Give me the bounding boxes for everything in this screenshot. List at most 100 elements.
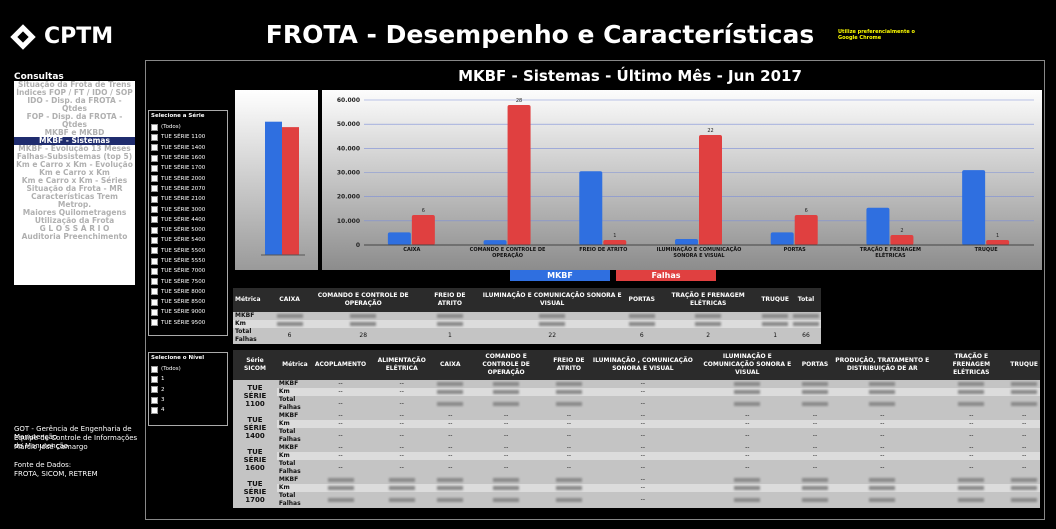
filter-option[interactable]: 4 xyxy=(151,405,225,415)
filter-option[interactable]: (Todos) xyxy=(151,364,225,374)
option-label: TUE SÉRIE 2070 xyxy=(161,185,206,192)
filter-option[interactable]: TUE SÉRIE 4400 xyxy=(151,215,225,225)
checkbox[interactable] xyxy=(151,175,158,183)
checkbox[interactable] xyxy=(151,154,158,162)
filter-option[interactable]: TUE SÉRIE 3000 xyxy=(151,204,225,214)
menu-item[interactable]: FOP - Disp. da FROTA - Qtdes xyxy=(26,112,123,129)
checkbox[interactable] xyxy=(151,164,158,172)
filter-option[interactable]: 3 xyxy=(151,395,225,405)
bar xyxy=(962,170,986,245)
filter-option[interactable]: 2 xyxy=(151,385,225,395)
menu-item[interactable]: MKBF - Sistemas xyxy=(14,137,135,145)
blurred-cell xyxy=(465,380,547,388)
filter-option[interactable]: TUE SÉRIE 9000 xyxy=(151,307,225,317)
option-label: TUE SÉRIE 5400 xyxy=(161,237,206,244)
blurred-cell xyxy=(275,312,305,320)
option-label: TUE SÉRIE 5500 xyxy=(161,247,206,254)
menu-item[interactable]: MKBF e MKBD xyxy=(44,128,105,137)
blurred-value xyxy=(388,497,415,502)
table-row: Km -- xyxy=(233,484,1040,492)
menu-item[interactable]: Utilização da Frota xyxy=(34,216,115,225)
menu-item[interactable]: Km e Carro x Km - Evolução xyxy=(16,160,133,169)
chart-plot: 0 10.000 20.000 30.000 40.000 50.000 60.000 6 28… xyxy=(337,97,1034,249)
checkbox[interactable] xyxy=(151,365,158,373)
checkbox[interactable] xyxy=(151,298,158,306)
menu-item[interactable]: Maiores Quilometragens xyxy=(22,208,127,217)
menu-item[interactable]: Situação da Frota - MR xyxy=(26,184,123,193)
checkbox[interactable] xyxy=(151,133,158,141)
menu-item[interactable]: Índices FOP / FT / IDO / SOP xyxy=(16,88,133,97)
checkbox[interactable] xyxy=(151,195,158,203)
menu-item[interactable]: Características Trem Metrop. xyxy=(31,192,118,209)
filter-option[interactable]: (Todos) xyxy=(151,122,225,132)
table-cell: -- xyxy=(640,400,645,407)
menu-item[interactable]: IDO - Disp. da FROTA - Qtdes xyxy=(27,96,122,113)
menu-item[interactable]: G L O S S Á R I O xyxy=(39,224,110,233)
filter-option[interactable]: TUE SÉRIE 7500 xyxy=(151,276,225,286)
checkbox[interactable] xyxy=(151,278,158,286)
checkbox[interactable] xyxy=(151,257,158,265)
table-cell: -- xyxy=(503,420,509,427)
checkbox[interactable] xyxy=(151,144,158,152)
option-label: TUE SÉRIE 9000 xyxy=(161,309,206,316)
filter-option[interactable]: TUE SÉRIE 9500 xyxy=(151,318,225,328)
blurred-value xyxy=(555,389,582,394)
checkbox[interactable] xyxy=(151,247,158,255)
checkbox[interactable] xyxy=(151,375,158,383)
filter-option[interactable]: TUE SÉRIE 5000 xyxy=(151,225,225,235)
footer-text: Márcio José Camargo xyxy=(14,443,88,451)
blurred-value xyxy=(958,381,985,386)
checkbox[interactable] xyxy=(151,226,158,234)
blurred-value xyxy=(493,477,520,482)
filter-option[interactable]: TUE SÉRIE 8000 xyxy=(151,287,225,297)
checkbox[interactable] xyxy=(151,288,158,296)
menu-item[interactable]: Auditoria Preenchimento xyxy=(21,232,128,241)
filter-option[interactable]: 1 xyxy=(151,374,225,384)
checkbox[interactable] xyxy=(151,308,158,316)
filter-option[interactable]: TUE SÉRIE 2100 xyxy=(151,194,225,204)
filter-option[interactable]: TUE SÉRIE 1700 xyxy=(151,163,225,173)
menu-item[interactable]: MKBF - Evolução 13 Meses xyxy=(18,144,131,153)
filter-option[interactable]: TUE SÉRIE 1600 xyxy=(151,153,225,163)
filter-option[interactable]: TUE SÉRIE 5550 xyxy=(151,256,225,266)
filter-option[interactable]: TUE SÉRIE 2000 xyxy=(151,173,225,183)
option-label: TUE SÉRIE 1400 xyxy=(161,144,206,151)
header-cell: ILUMINAÇÃO , COMUNICAÇÃO SONORA E VISUAL xyxy=(590,350,695,380)
checkbox[interactable] xyxy=(151,396,158,404)
checkbox[interactable] xyxy=(151,236,158,244)
checkbox[interactable] xyxy=(151,206,158,214)
blurred-value xyxy=(958,477,985,482)
filter-option[interactable]: TUE SÉRIE 2070 xyxy=(151,184,225,194)
filter-option[interactable]: TUE SÉRIE 5400 xyxy=(151,235,225,245)
menu-item[interactable]: Km e Carro x Km xyxy=(39,168,110,177)
filter-option[interactable]: TUE SÉRIE 1400 xyxy=(151,143,225,153)
blurred-value xyxy=(539,313,566,318)
menu-item[interactable]: Situação da Frota de Trens xyxy=(18,80,131,89)
blurred-cell xyxy=(435,396,465,412)
table-cell: -- xyxy=(399,432,404,439)
checkbox[interactable] xyxy=(151,216,158,224)
checkbox[interactable] xyxy=(151,319,158,327)
table-cell: -- xyxy=(640,476,645,483)
filter-option[interactable]: TUE SÉRIE 1100 xyxy=(151,132,225,142)
x-tick-label: CAIXA xyxy=(403,247,421,253)
level-filter: Selecione o Nível (Todos) 1 2 3 4 xyxy=(148,352,228,426)
checkbox[interactable] xyxy=(151,185,158,193)
filter-option[interactable]: TUE SÉRIE 7000 xyxy=(151,266,225,276)
filter-option[interactable]: TUE SÉRIE 8500 xyxy=(151,297,225,307)
detail-table: Série SICOM Métrica ACOPLAMENTO ALIMENTAÇÃO… xyxy=(233,350,1040,508)
checkbox[interactable] xyxy=(151,386,158,394)
blurred-value xyxy=(276,321,303,326)
header-cell: TRUQUE xyxy=(759,288,791,312)
table-cell: 1 xyxy=(773,332,778,339)
blurred-value xyxy=(762,321,789,326)
menu-item[interactable]: Falhas-Subsistemas (top 5) xyxy=(16,152,133,161)
filter-option[interactable]: TUE SÉRIE 5500 xyxy=(151,246,225,256)
checkbox[interactable] xyxy=(151,267,158,275)
blurred-cell xyxy=(465,492,547,508)
checkbox[interactable] xyxy=(151,123,158,131)
checkbox[interactable] xyxy=(151,406,158,414)
table-cell: 1 xyxy=(447,332,452,339)
table-cell: 66 xyxy=(802,332,810,339)
menu-item[interactable]: Km e Carro x Km - Séries xyxy=(21,176,128,185)
